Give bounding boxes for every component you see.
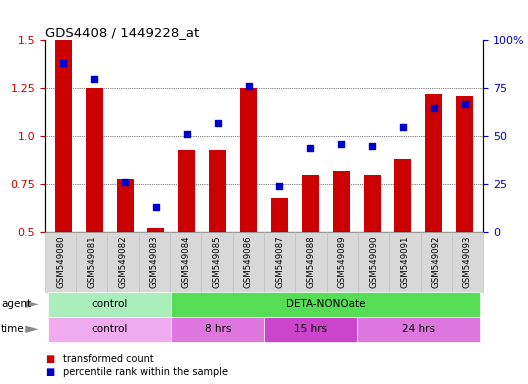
Text: GSM549091: GSM549091	[400, 236, 409, 288]
Text: GSM549086: GSM549086	[244, 236, 253, 288]
Point	[152, 204, 160, 210]
Point	[183, 131, 191, 137]
Point	[213, 120, 222, 126]
Text: GSM549080: GSM549080	[56, 236, 65, 288]
Text: control: control	[91, 324, 128, 334]
Bar	[456, 96, 473, 328]
Point	[59, 60, 68, 66]
Text: ■: ■	[45, 354, 54, 364]
Polygon shape	[25, 326, 39, 333]
Bar	[117, 179, 134, 328]
Bar	[394, 159, 411, 328]
Point	[90, 76, 99, 82]
Bar	[425, 94, 442, 328]
Text: GSM549083: GSM549083	[150, 236, 159, 288]
Text: GSM549088: GSM549088	[306, 236, 315, 288]
Text: GSM549092: GSM549092	[432, 236, 441, 288]
Bar	[271, 198, 288, 328]
Text: GDS4408 / 1449228_at: GDS4408 / 1449228_at	[45, 26, 199, 39]
Point	[368, 143, 376, 149]
Text: GSM549082: GSM549082	[119, 236, 128, 288]
Text: GSM549081: GSM549081	[87, 236, 96, 288]
Bar	[178, 150, 195, 328]
Text: GSM549090: GSM549090	[369, 236, 378, 288]
Point	[121, 179, 129, 185]
Text: GSM549085: GSM549085	[213, 236, 222, 288]
Bar	[333, 171, 350, 328]
Text: DETA-NONOate: DETA-NONOate	[286, 299, 365, 310]
Point	[429, 104, 438, 111]
Bar	[147, 228, 164, 328]
Bar	[240, 88, 257, 328]
Point	[244, 83, 253, 89]
Bar	[364, 175, 381, 328]
Text: 8 hrs: 8 hrs	[204, 324, 231, 334]
Text: GSM549087: GSM549087	[275, 236, 284, 288]
Text: GSM549084: GSM549084	[181, 236, 190, 288]
Text: percentile rank within the sample: percentile rank within the sample	[63, 367, 229, 377]
Point	[306, 145, 315, 151]
Text: GSM549093: GSM549093	[463, 236, 472, 288]
Text: 24 hrs: 24 hrs	[402, 324, 435, 334]
Bar	[209, 150, 226, 328]
Bar	[86, 88, 103, 328]
Text: 15 hrs: 15 hrs	[294, 324, 327, 334]
Text: transformed count: transformed count	[63, 354, 154, 364]
Bar	[55, 40, 72, 328]
Point	[337, 141, 345, 147]
Bar	[302, 175, 319, 328]
Text: ■: ■	[45, 367, 54, 377]
Point	[399, 124, 407, 130]
Polygon shape	[25, 301, 39, 308]
Text: GSM549089: GSM549089	[338, 236, 347, 288]
Point	[275, 183, 284, 189]
Point	[460, 101, 469, 107]
Text: time: time	[1, 324, 25, 334]
Text: agent: agent	[1, 299, 31, 310]
Text: control: control	[91, 299, 128, 310]
